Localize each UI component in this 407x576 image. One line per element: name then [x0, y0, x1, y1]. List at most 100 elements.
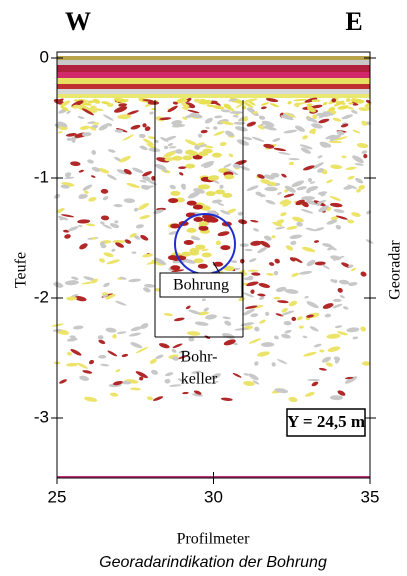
radar-reflection	[258, 283, 271, 288]
radar-reflection	[119, 276, 127, 280]
radar-reflection	[260, 179, 271, 185]
radar-reflection	[346, 106, 354, 110]
radar-reflection	[244, 305, 258, 309]
radar-reflection	[217, 231, 230, 237]
radar-reflection	[226, 208, 237, 214]
radar-reflection	[288, 161, 295, 166]
radar-reflection	[123, 168, 132, 175]
radar-reflection	[251, 272, 261, 276]
radar-reflection	[56, 207, 65, 214]
radar-reflection	[60, 184, 70, 189]
radar-reflection	[168, 146, 177, 149]
radar-reflection	[165, 372, 174, 377]
radar-reflection	[88, 359, 95, 365]
radar-reflection	[332, 303, 343, 309]
radar-reflection	[212, 105, 225, 110]
radar-reflection	[164, 157, 175, 162]
radar-reflection	[196, 142, 205, 146]
radar-reflection	[151, 175, 156, 181]
radar-reflection	[333, 279, 338, 284]
radar-reflection	[268, 262, 275, 266]
radar-reflection	[184, 139, 198, 146]
radar-reflection	[305, 227, 317, 232]
radar-reflection	[306, 103, 313, 107]
radar-reflection	[191, 370, 202, 374]
radar-reflection	[57, 121, 68, 128]
radar-reflection	[306, 189, 311, 194]
radar-reflection	[341, 155, 347, 159]
y-tick-label: -1	[34, 167, 49, 186]
radar-reflection	[295, 125, 306, 132]
radar-reflection	[317, 168, 324, 173]
radar-reflection	[135, 346, 149, 354]
radar-reflection	[142, 185, 155, 189]
radar-reflection	[329, 395, 343, 401]
radar-reflection	[72, 325, 84, 330]
radar-reflection	[186, 331, 201, 336]
radar-reflection	[197, 144, 207, 148]
radar-reflection	[319, 349, 325, 353]
radar-reflection	[307, 106, 316, 113]
radar-reflection	[275, 226, 286, 230]
radar-reflection	[324, 313, 331, 318]
radar-reflection	[64, 172, 72, 176]
radar-reflection	[78, 169, 84, 173]
radar-reflection	[130, 342, 143, 349]
radar-reflection	[97, 168, 110, 174]
radar-reflection	[59, 379, 67, 384]
radar-band	[57, 60, 370, 65]
radar-reflection	[66, 137, 72, 141]
radar-reflection	[222, 192, 233, 198]
radar-reflection	[81, 108, 94, 116]
radar-reflection	[329, 196, 342, 201]
radar-reflection	[53, 282, 64, 288]
radar-reflection	[162, 168, 168, 173]
radar-reflection	[347, 264, 354, 268]
radar-reflection	[116, 331, 127, 335]
radar-reflection	[114, 106, 128, 113]
radar-reflection	[287, 101, 292, 105]
radar-reflection	[334, 136, 348, 141]
radar-reflection	[317, 200, 327, 204]
radar-reflection	[153, 209, 164, 214]
radar-reflection	[281, 173, 287, 178]
radar-reflection	[330, 216, 339, 221]
radar-reflection	[201, 298, 206, 302]
radar-reflection	[311, 99, 321, 102]
radar-reflection	[305, 200, 319, 206]
radar-reflection	[311, 123, 323, 129]
radar-reflection	[241, 105, 247, 110]
radar-reflection	[220, 397, 233, 401]
radar-reflection	[332, 255, 345, 261]
radar-reflection	[358, 184, 366, 190]
radar-reflection	[215, 240, 222, 246]
radar-reflection	[198, 99, 209, 105]
radar-reflection	[312, 114, 318, 120]
radar-band	[57, 78, 370, 84]
radar-reflection	[200, 184, 211, 190]
radar-reflection	[255, 191, 263, 197]
radar-reflection	[211, 199, 223, 204]
radar-reflection	[263, 143, 275, 149]
radar-reflection	[171, 124, 186, 128]
radar-reflection	[182, 391, 189, 395]
radar-reflection	[336, 331, 348, 336]
radar-reflection	[147, 101, 160, 105]
radar-reflection	[284, 185, 296, 193]
radar-reflection	[257, 174, 265, 179]
radar-reflection	[74, 296, 87, 302]
radar-reflection	[198, 151, 209, 157]
radar-reflection	[213, 126, 218, 130]
radar-reflection	[278, 151, 291, 155]
y2-axis-label: Georadar	[387, 240, 404, 300]
radar-reflection	[198, 221, 209, 227]
radar-reflection	[77, 219, 91, 224]
radar-reflection	[268, 181, 277, 187]
radar-reflection	[318, 205, 329, 213]
radar-reflection	[214, 115, 223, 119]
radar-reflection	[284, 329, 292, 334]
radar-reflection	[79, 102, 92, 106]
radar-reflection	[200, 129, 208, 134]
bohrung-label: Bohrung	[173, 277, 229, 294]
radar-reflection	[325, 134, 336, 140]
